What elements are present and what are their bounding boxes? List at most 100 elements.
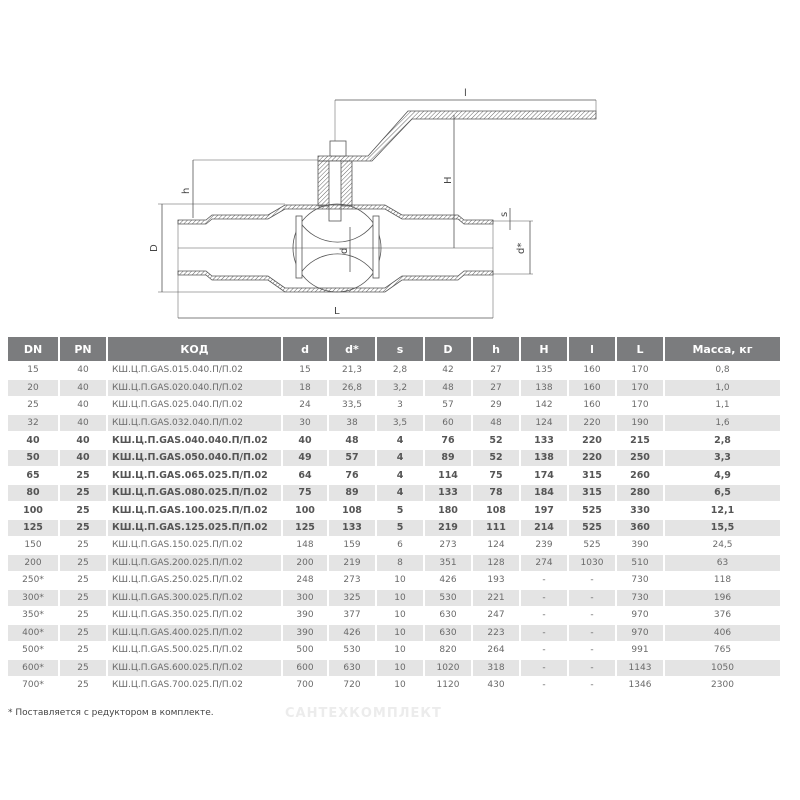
table-row: 150 25 КШ.Ц.П.GAS.150.025.П/П.02 148 159 6 273… <box>8 537 780 554</box>
table-cell: 25 <box>77 540 89 551</box>
table-cell: 114 <box>438 469 458 481</box>
table-cell: 196 <box>665 589 780 606</box>
table-cell: 76 <box>441 434 455 446</box>
table-cell: - <box>569 624 615 641</box>
table-cell: 4 <box>396 469 404 481</box>
table-cell: 530 <box>343 645 361 656</box>
table-cell: 57 <box>329 449 375 466</box>
table-cell: 75 <box>489 469 503 481</box>
table-cell: 197 <box>534 504 554 516</box>
table-cell: 2,8 <box>714 434 731 446</box>
table-cell: 63 <box>665 554 780 571</box>
table-cell: 65 <box>26 469 40 481</box>
table-cell: 4 <box>377 484 423 501</box>
table-cell: - <box>521 624 567 641</box>
table-cell: - <box>542 610 546 621</box>
table-cell: КШ.Ц.П.GAS.400.025.П/П.02 <box>108 624 281 641</box>
table-cell: 25 <box>76 469 90 481</box>
column-header: d* <box>329 337 375 361</box>
table-cell: - <box>590 645 594 656</box>
table-row: 500* 25 КШ.Ц.П.GAS.500.025.П/П.02 500 530 10 8… <box>8 642 780 659</box>
column-header: h <box>473 337 519 361</box>
pipe-lower-wall <box>177 270 494 293</box>
table-row: 50 40 КШ.Ц.П.GAS.050.040.П/П.02 49 57 4 89 52 13… <box>8 449 780 466</box>
table-cell: 15 <box>299 365 311 376</box>
table-cell: 25 <box>60 624 106 641</box>
table-cell: 1050 <box>665 659 780 676</box>
label-h: h <box>181 188 192 194</box>
table-cell: 48 <box>425 379 471 396</box>
table-cell: 32 <box>8 414 58 431</box>
table-cell: 630 <box>329 659 375 676</box>
table-cell: 10 <box>377 659 423 676</box>
table-cell: 27 <box>490 365 502 376</box>
table-cell: 138 <box>521 449 567 466</box>
table-cell: 390 <box>296 610 314 621</box>
table-cell: 630 <box>439 610 457 621</box>
column-header: l <box>569 337 615 361</box>
column-header: D <box>425 337 471 361</box>
table-cell: 219 <box>425 519 471 536</box>
table-cell: 21,3 <box>341 365 363 376</box>
table-cell: 220 <box>569 449 615 466</box>
table-row: 125 25 КШ.Ц.П.GAS.125.025.П/П.02 125 133 5 219… <box>8 519 780 536</box>
table-cell: 18 <box>283 379 327 396</box>
table-cell: 991 <box>631 645 649 656</box>
table-cell: 500* <box>22 645 44 656</box>
table-cell: 376 <box>713 610 732 621</box>
table-cell: 15 <box>27 365 39 376</box>
table-cell: 190 <box>617 414 663 431</box>
table-cell: 3 <box>397 400 403 411</box>
table-cell: 600 <box>283 659 327 676</box>
table-cell: 40 <box>26 434 40 446</box>
table-cell: 300 <box>283 589 327 606</box>
table-cell: 27 <box>473 379 519 396</box>
table-cell: 406 <box>665 624 780 641</box>
watermark-logo: САНТЕХКОМПЛЕКТ <box>285 706 442 721</box>
table-cell: 40 <box>77 365 89 376</box>
table-cell: 142 <box>535 400 553 411</box>
table-cell: - <box>542 645 546 656</box>
table-cell: КШ.Ц.П.GAS.200.025.П/П.02 <box>108 554 281 571</box>
table-cell: 48 <box>345 434 359 446</box>
table-cell: КШ.Ц.П.GAS.032.040.П/П.02 <box>108 414 281 431</box>
table-cell: 193 <box>487 575 505 586</box>
table-cell: 4,9 <box>714 469 731 481</box>
table-cell: 820 <box>439 645 457 656</box>
table-cell: 118 <box>713 575 732 586</box>
table-cell: 10 <box>377 624 423 641</box>
table-cell: 1,0 <box>665 379 780 396</box>
label-D: D <box>149 244 160 252</box>
table-cell: 274 <box>521 554 567 571</box>
table-cell: 64 <box>298 469 312 481</box>
table-cell: 100 <box>23 504 43 516</box>
table-cell: 1143 <box>617 659 663 676</box>
table-cell: 6,5 <box>665 484 780 501</box>
table-cell: 8 <box>377 554 423 571</box>
stem-nut <box>329 140 347 157</box>
table-cell: 630 <box>425 624 471 641</box>
table-row: 15 40 КШ.Ц.П.GAS.015.040.П/П.02 15 21,3 2,8 42… <box>8 362 780 379</box>
table-cell: 42 <box>442 365 454 376</box>
table-cell: 6 <box>397 540 403 551</box>
table-cell: - <box>590 680 594 691</box>
table-cell: 250 <box>617 449 663 466</box>
ball-valve-drawing: L l H h D s d* d <box>149 88 597 319</box>
table-cell: КШ.Ц.П.GAS.125.025.П/П.02 <box>108 519 281 536</box>
table-cell: 260 <box>630 469 650 481</box>
table-row: 25 40 КШ.Ц.П.GAS.025.040.П/П.02 24 33,5 3 57 29… <box>8 397 780 414</box>
table-cell: 10 <box>394 645 406 656</box>
table-cell: 15,5 <box>665 519 780 536</box>
table-cell: 25 <box>60 484 106 501</box>
table-row: 250* 25 КШ.Ц.П.GAS.250.025.П/П.02 248 273 10 4… <box>8 572 780 589</box>
table-cell: КШ.Ц.П.GAS.350.025.П/П.02 <box>112 610 244 621</box>
table-cell: 426 <box>329 624 375 641</box>
table-cell: 10 <box>394 610 406 621</box>
table-cell: 25 <box>77 610 89 621</box>
column-header: s <box>377 337 423 361</box>
table-cell: 377 <box>343 610 361 621</box>
table-cell: 125 <box>283 519 327 536</box>
table-cell: 330 <box>630 504 650 516</box>
table-cell: 200 <box>8 554 58 571</box>
